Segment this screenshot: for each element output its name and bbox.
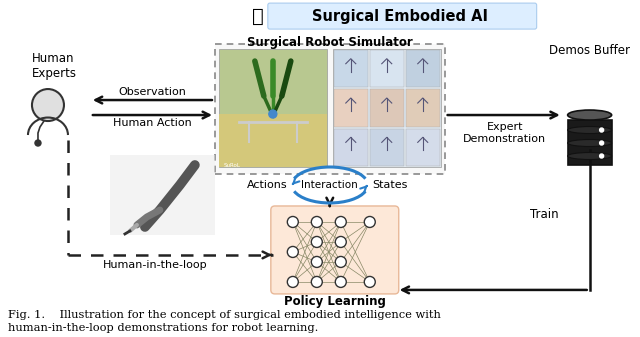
Ellipse shape (568, 110, 612, 120)
Circle shape (311, 216, 323, 227)
Text: Interaction: Interaction (301, 180, 358, 190)
Ellipse shape (568, 126, 612, 133)
Text: Expert
Demonstration: Expert Demonstration (463, 122, 547, 144)
Circle shape (600, 141, 604, 145)
Circle shape (311, 276, 323, 287)
FancyBboxPatch shape (370, 89, 404, 127)
Text: Human Action: Human Action (113, 118, 191, 128)
Circle shape (287, 216, 298, 227)
FancyBboxPatch shape (333, 49, 441, 167)
Ellipse shape (568, 153, 612, 159)
Ellipse shape (568, 140, 612, 147)
Text: Fig. 1.    Illustration for the concept of surgical embodied intelligence with: Fig. 1. Illustration for the concept of … (8, 310, 441, 320)
FancyBboxPatch shape (334, 50, 368, 87)
FancyBboxPatch shape (406, 50, 440, 87)
Circle shape (364, 276, 375, 287)
FancyBboxPatch shape (268, 3, 537, 29)
Circle shape (287, 276, 298, 287)
Circle shape (364, 216, 375, 227)
Circle shape (35, 140, 41, 146)
Text: Human
Experts: Human Experts (32, 52, 77, 80)
Circle shape (269, 110, 277, 118)
Circle shape (287, 246, 298, 257)
Text: Actions: Actions (247, 180, 288, 190)
Text: Train: Train (531, 209, 559, 221)
Text: Policy Learning: Policy Learning (284, 295, 386, 308)
FancyBboxPatch shape (219, 49, 327, 167)
Circle shape (32, 89, 64, 121)
Text: SuRoL: SuRoL (224, 163, 241, 168)
FancyBboxPatch shape (334, 89, 368, 127)
FancyBboxPatch shape (568, 120, 612, 165)
Circle shape (335, 276, 346, 287)
Text: Demos Buffer: Demos Buffer (549, 44, 630, 57)
FancyBboxPatch shape (219, 114, 327, 167)
Circle shape (311, 237, 323, 247)
FancyBboxPatch shape (370, 129, 404, 166)
Circle shape (600, 154, 604, 158)
Text: Surgical Robot Simulator: Surgical Robot Simulator (247, 36, 413, 49)
Text: States: States (372, 180, 407, 190)
Text: Surgical Embodied AI: Surgical Embodied AI (312, 9, 488, 24)
Circle shape (335, 216, 346, 227)
Text: Human-in-the-loop: Human-in-the-loop (102, 260, 207, 270)
FancyBboxPatch shape (110, 155, 215, 235)
FancyBboxPatch shape (406, 129, 440, 166)
Text: human-in-the-loop demonstrations for robot learning.: human-in-the-loop demonstrations for rob… (8, 323, 318, 333)
Circle shape (335, 237, 346, 247)
FancyBboxPatch shape (370, 50, 404, 87)
FancyBboxPatch shape (271, 206, 399, 294)
Circle shape (311, 256, 323, 268)
Circle shape (335, 256, 346, 268)
Circle shape (600, 128, 604, 132)
FancyBboxPatch shape (334, 129, 368, 166)
FancyBboxPatch shape (215, 44, 445, 174)
FancyBboxPatch shape (406, 89, 440, 127)
Text: 🧠: 🧠 (252, 7, 264, 26)
Text: Observation: Observation (118, 87, 186, 97)
